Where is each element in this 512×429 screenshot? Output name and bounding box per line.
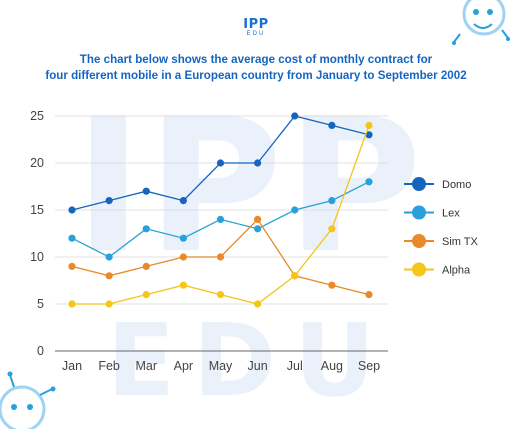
x-tick-label: Jan: [62, 359, 82, 373]
legend-item-lex: Lex: [404, 205, 460, 220]
data-point-lex: [142, 225, 150, 233]
legend-label: Alpha: [442, 265, 471, 277]
data-point-domo: [142, 187, 150, 195]
data-point-domo: [291, 112, 299, 120]
data-point-sim-tx: [142, 262, 150, 270]
y-tick-label: 20: [30, 156, 44, 170]
legend-marker: [412, 205, 426, 220]
legend-label: Domo: [442, 179, 471, 191]
data-point-alpha: [365, 121, 373, 129]
data-point-domo: [68, 206, 76, 214]
mascot-top-right-icon: [452, 0, 510, 45]
series-alpha: [68, 121, 373, 308]
data-point-alpha: [68, 300, 76, 308]
legend-marker: [412, 262, 426, 277]
chart-series: [68, 112, 373, 308]
chart-title: The chart below shows the average cost o…: [0, 52, 512, 84]
legend-label: Sim TX: [442, 236, 479, 248]
data-point-lex: [216, 215, 225, 223]
data-point-sim-tx: [216, 253, 225, 261]
legend-marker: [412, 234, 426, 248]
x-axis-ticks: Jan Feb Mar Apr May Jun Jul Aug Sep: [62, 359, 380, 373]
data-point-lex: [179, 234, 187, 242]
data-point-domo: [216, 159, 225, 167]
data-point-sim-tx: [68, 262, 76, 270]
chart-title-line-1: The chart below shows the average cost o…: [79, 53, 433, 66]
y-axis-ticks: 0 5 10 15 20 25: [30, 109, 44, 358]
x-tick-label: Jun: [248, 359, 268, 373]
watermark-top: IPP: [74, 78, 426, 294]
watermark-bottom: EDU: [107, 302, 394, 419]
data-point-sim-tx: [105, 272, 113, 280]
x-tick-label: Mar: [135, 359, 157, 373]
y-tick-label: 15: [30, 203, 44, 217]
data-point-lex: [365, 178, 373, 186]
y-tick-label: 5: [37, 297, 44, 311]
data-point-alpha: [328, 225, 336, 233]
data-point-alpha: [254, 300, 262, 308]
data-point-lex: [328, 197, 336, 205]
y-tick-label: 0: [37, 344, 44, 358]
mascot-bottom-left-icon: [0, 371, 56, 429]
legend-item-alpha: Alpha: [404, 262, 471, 277]
x-tick-label: Sep: [358, 359, 380, 373]
legend-item-sim-tx: Sim TX: [404, 234, 479, 248]
data-point-sim-tx: [365, 291, 373, 299]
y-tick-label: 10: [30, 250, 44, 264]
data-point-domo: [365, 131, 373, 139]
data-point-domo: [254, 159, 262, 167]
legend-item-domo: Domo: [404, 177, 471, 191]
data-point-lex: [105, 253, 113, 261]
data-point-alpha: [291, 272, 299, 280]
data-point-lex: [254, 225, 262, 233]
data-point-lex: [68, 234, 76, 242]
series-lex: [68, 178, 373, 261]
x-tick-label: Aug: [321, 359, 343, 373]
series-sim-tx: [68, 215, 373, 299]
brand-logo: IPP EDU: [236, 18, 276, 38]
data-point-alpha: [105, 300, 113, 308]
legend-label: Lex: [442, 208, 460, 220]
data-point-lex: [291, 206, 299, 214]
data-point-domo: [179, 197, 187, 205]
series-domo: [68, 112, 373, 214]
legend-marker: [412, 177, 426, 191]
x-tick-label: Apr: [174, 359, 193, 373]
chart-legend: Domo Lex Sim TX Alpha: [404, 177, 479, 277]
data-point-domo: [328, 121, 336, 129]
data-point-sim-tx: [328, 281, 336, 289]
logo-sub-text: EDU: [246, 31, 266, 37]
data-point-alpha: [216, 291, 225, 299]
y-tick-label: 25: [30, 109, 44, 123]
data-point-sim-tx: [254, 215, 262, 223]
data-point-sim-tx: [179, 253, 187, 261]
data-point-alpha: [179, 281, 187, 289]
x-tick-label: May: [209, 359, 233, 373]
chart-title-line-2: four different mobile in a European coun…: [45, 69, 467, 82]
x-tick-label: Feb: [98, 359, 120, 373]
logo-main-text: IPP: [243, 17, 269, 32]
x-tick-label: Jul: [287, 359, 303, 373]
data-point-alpha: [142, 291, 150, 299]
data-point-domo: [105, 197, 113, 205]
